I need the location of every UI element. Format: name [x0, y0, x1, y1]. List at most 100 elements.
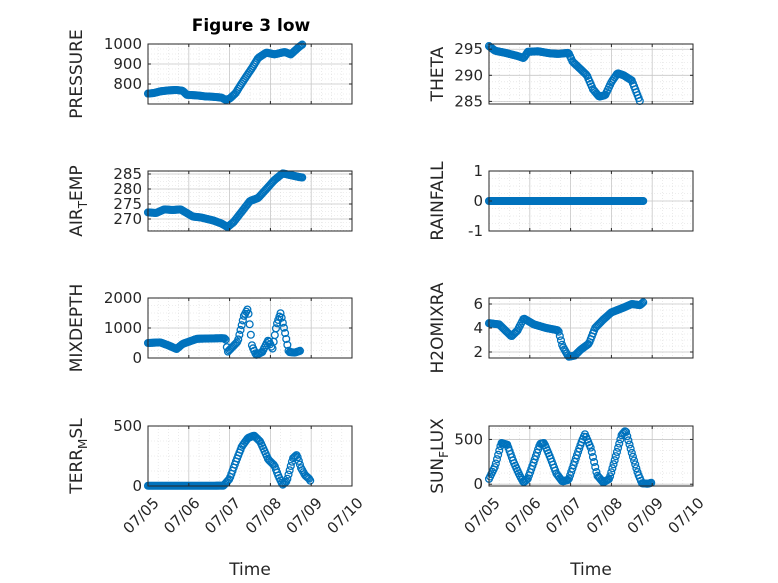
y-tick-label: 0 [473, 192, 483, 210]
data-point [277, 313, 286, 322]
axes-box [147, 43, 353, 105]
y-tick-label: 285 [454, 92, 483, 110]
data-series [484, 196, 648, 206]
x-tick-label: 07/08 [242, 494, 285, 537]
data-point [281, 329, 290, 338]
data-point [283, 340, 292, 349]
x-tick-label: 07/08 [583, 494, 626, 537]
data-point [495, 446, 504, 455]
data-point [243, 305, 252, 314]
subplot-5: 0 1000 2000 MIXDEPTH [67, 284, 353, 373]
data-point [284, 470, 293, 479]
y-tick-label: 1 [473, 162, 483, 180]
data-point [235, 330, 244, 339]
y-axis-label: MIXDEPTH [67, 284, 87, 373]
data-point [592, 467, 601, 477]
data-series [143, 40, 307, 104]
y-tick-label: 295 [454, 40, 483, 58]
data-point [630, 456, 639, 465]
data-point [306, 476, 315, 485]
y-axis-label: SUNFLUX [428, 418, 451, 494]
data-point [626, 444, 635, 453]
y-tick-label: 500 [113, 417, 142, 435]
data-point [554, 327, 563, 336]
y-tick-label: 0 [132, 477, 142, 495]
data-point [492, 455, 502, 464]
y-tick-label: 1000 [104, 35, 142, 53]
data-point [286, 461, 295, 471]
data-point [587, 447, 596, 457]
data-point [285, 466, 294, 475]
data-point [615, 439, 624, 448]
data-point [276, 309, 285, 318]
data-point [490, 463, 499, 472]
data-point [612, 447, 621, 457]
y-tick-label: 290 [454, 66, 483, 84]
data-point [627, 448, 636, 457]
data-point [588, 452, 598, 462]
data-point [236, 325, 245, 334]
data-point [556, 336, 566, 345]
data-point [234, 335, 243, 344]
data-point [622, 427, 631, 437]
y-tick-label: 280 [113, 180, 142, 198]
data-point [278, 318, 287, 327]
subplot-4: -1 0 1 RAINFALL [428, 161, 694, 241]
data-point [631, 460, 640, 469]
data-point [246, 330, 255, 339]
y-tick-label: 6 [473, 295, 483, 313]
data-point [563, 475, 572, 485]
y-tick-label: 0 [473, 475, 483, 493]
data-point [298, 173, 307, 182]
data-series [143, 169, 307, 231]
data-point [293, 453, 302, 462]
data-point [283, 474, 292, 483]
data-point [555, 331, 564, 341]
data-point [491, 459, 500, 468]
data-point [611, 452, 620, 461]
y-axis-label: TERRMSL [67, 418, 90, 495]
y-tick-label: 4 [473, 319, 483, 337]
data-series [484, 42, 644, 106]
x-tick-label: 07/10 [664, 494, 707, 537]
subplot-1: 800 900 1000 PRESSURE [67, 29, 353, 119]
data-point [220, 334, 229, 343]
data-point [607, 468, 616, 477]
axes-box [488, 425, 694, 487]
y-tick-label: 2000 [104, 289, 142, 307]
y-tick-label: 900 [113, 55, 142, 73]
data-point [245, 320, 254, 329]
data-point [279, 323, 289, 332]
data-point [624, 436, 633, 445]
data-point [295, 42, 304, 51]
data-point [614, 443, 623, 452]
x-tick-label: 07/10 [323, 494, 366, 537]
x-axis-label: Time [569, 560, 612, 580]
axes-box [147, 170, 353, 232]
x-tick-label: 07/05 [460, 494, 503, 537]
data-point [298, 40, 307, 49]
x-tick-label: 07/06 [501, 494, 544, 537]
y-tick-label: -1 [468, 222, 483, 240]
x-axis-label: Time [228, 560, 271, 580]
y-axis-label: THETA [428, 46, 448, 102]
data-point [608, 464, 617, 473]
figure-title: Figure 3 low [192, 16, 311, 36]
data-point [494, 450, 503, 459]
axes-box [488, 43, 694, 105]
data-series [484, 427, 656, 488]
data-point [639, 196, 648, 206]
data-point [522, 475, 531, 484]
x-tick-label: 07/05 [119, 494, 162, 537]
data-point [625, 440, 634, 449]
y-tick-label: 500 [454, 430, 483, 448]
data-point [610, 456, 619, 465]
y-tick-label: 0 [132, 349, 142, 367]
y-tick-label: 275 [113, 195, 142, 213]
data-point [282, 334, 291, 344]
